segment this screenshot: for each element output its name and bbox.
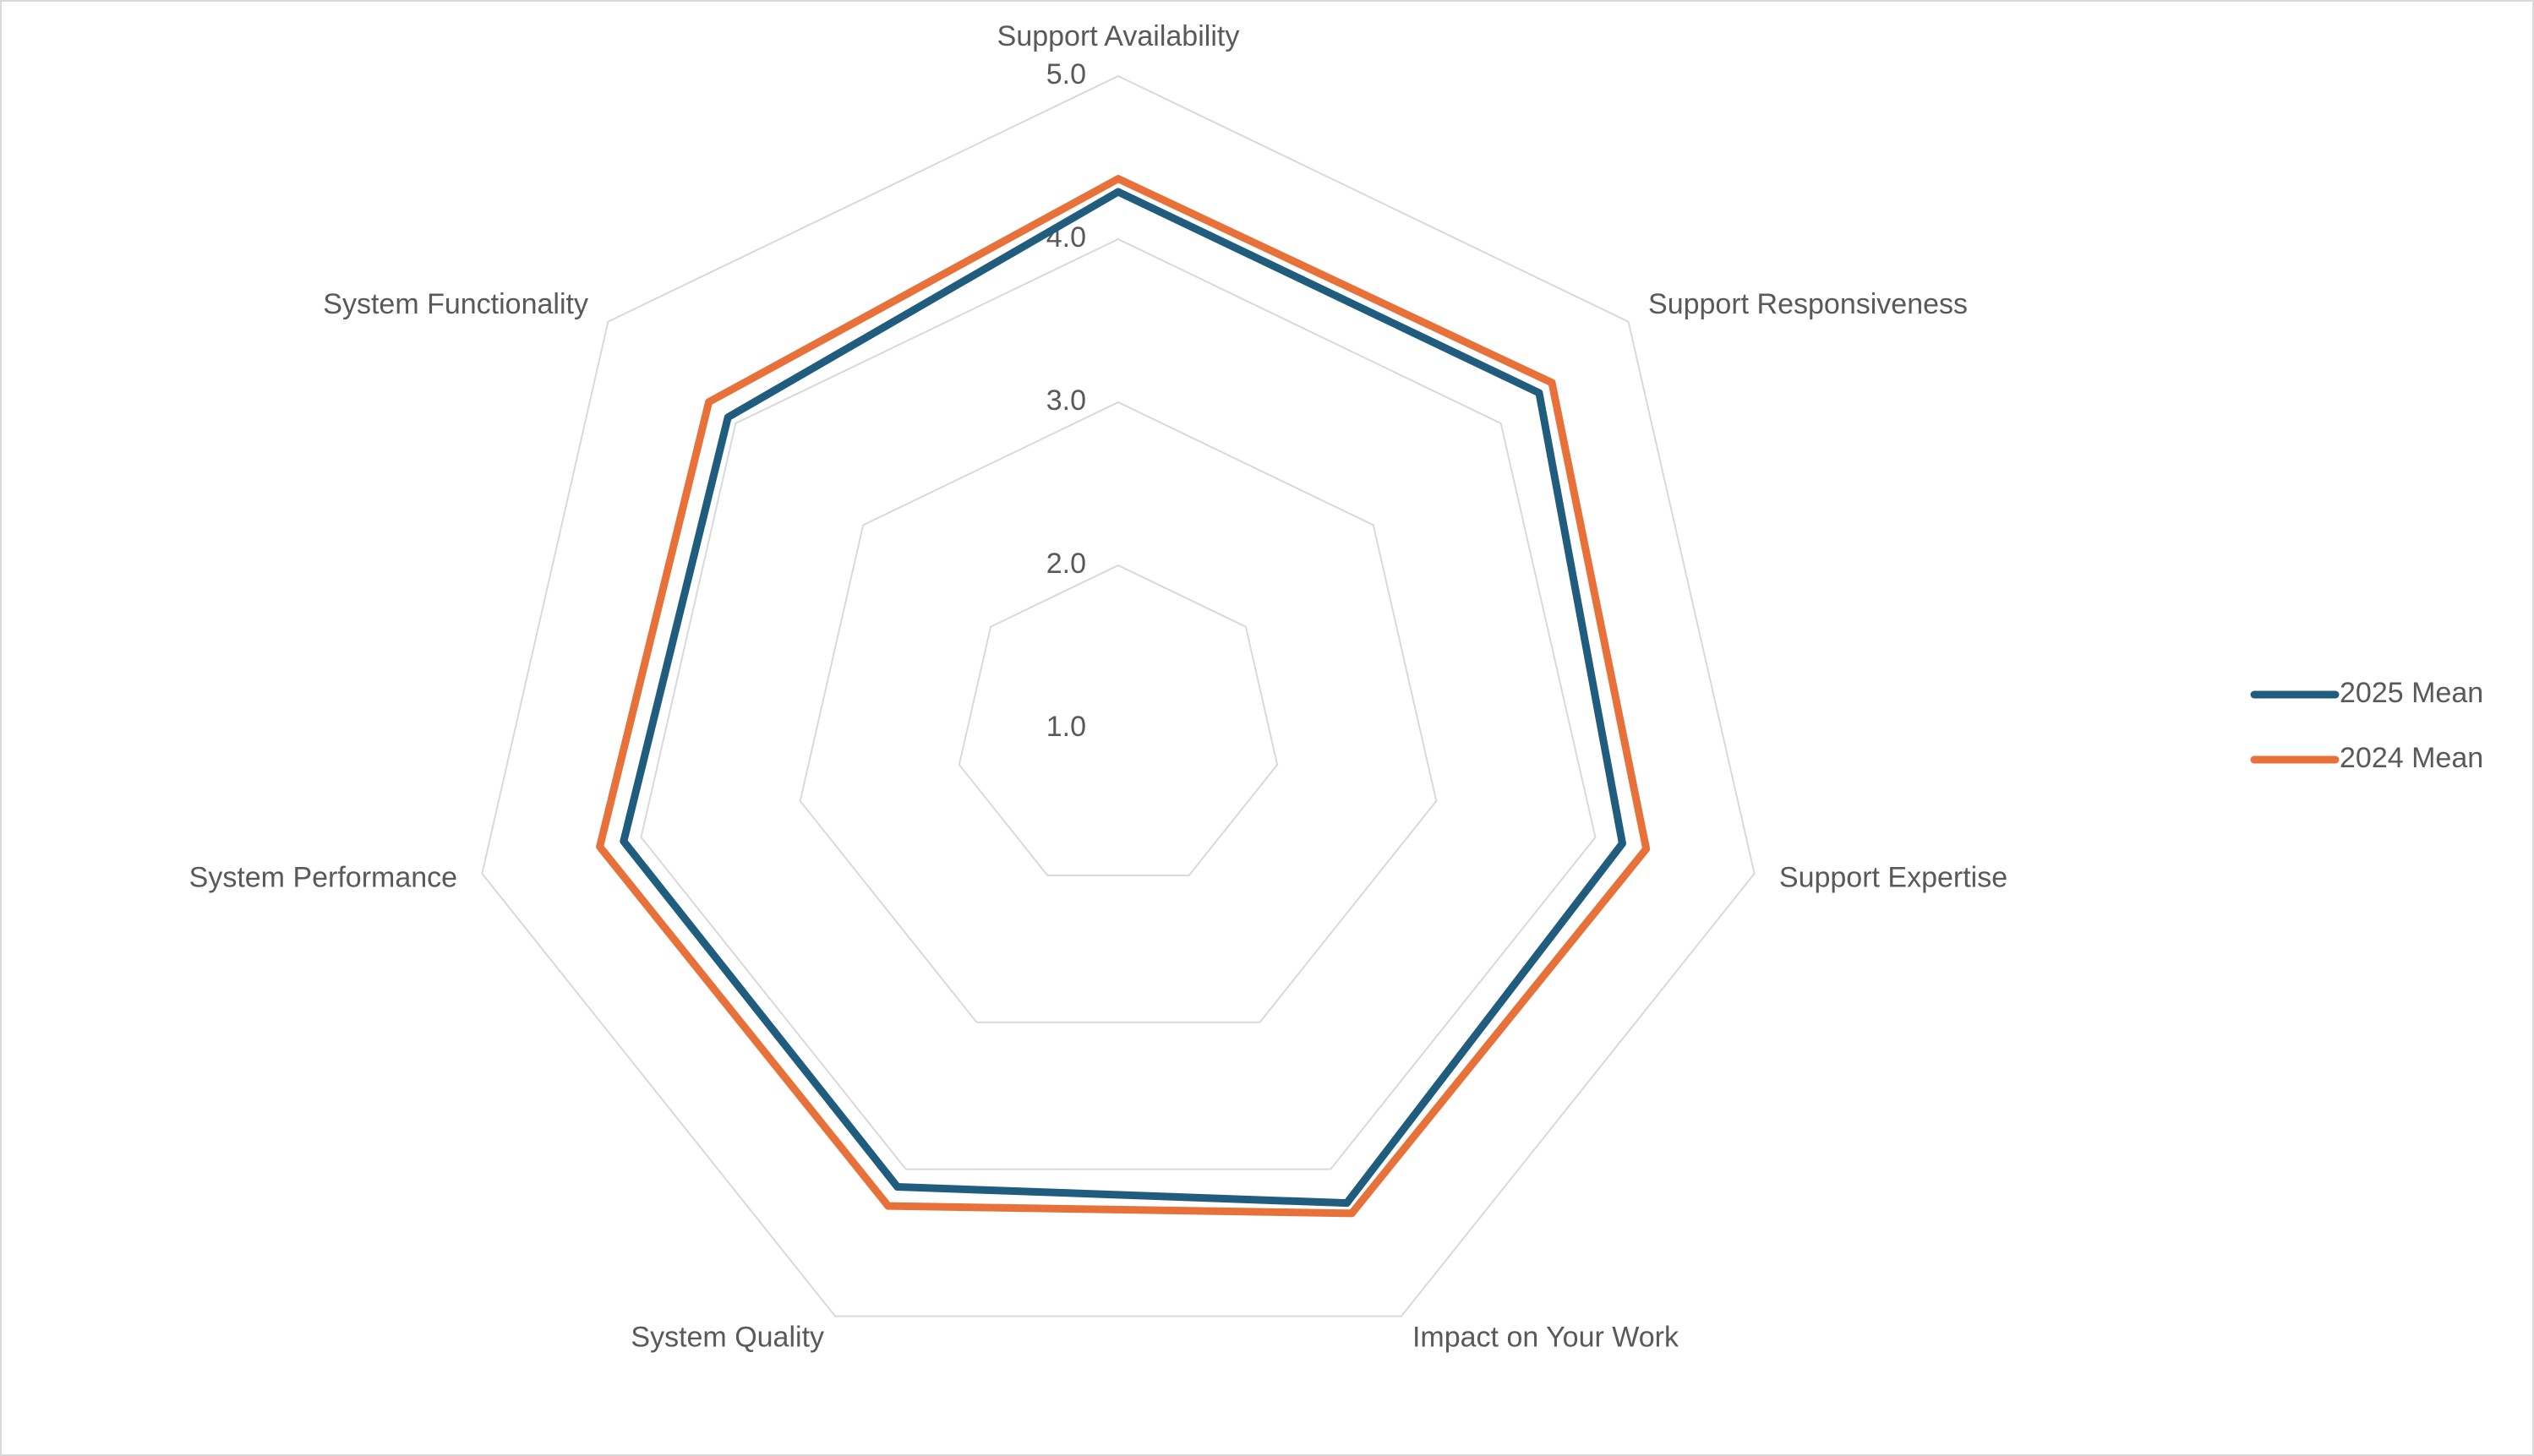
- r-tick-label: 3.0: [1046, 384, 1086, 417]
- legend-label: 2024 Mean: [2340, 742, 2483, 774]
- grid-line: [799, 401, 1438, 1023]
- legend-label: 2025 Mean: [2340, 677, 2483, 709]
- category-label: System Quality: [631, 1322, 824, 1354]
- series-line: [620, 188, 1626, 1208]
- grid-line: [640, 237, 1597, 1170]
- r-tick-label: 2.0: [1046, 548, 1086, 580]
- category-label: Support Expertise: [1779, 861, 2007, 893]
- category-label: Support Responsiveness: [1648, 288, 1968, 320]
- category-label: System Functionality: [323, 288, 588, 320]
- category-label: Support Availability: [997, 20, 1240, 52]
- grid-line: [481, 74, 1756, 1317]
- series-line: [596, 175, 1651, 1218]
- category-label: System Performance: [189, 861, 457, 893]
- r-tick-label: 5.0: [1046, 58, 1086, 90]
- category-label: Impact on Your Work: [1412, 1322, 1679, 1354]
- r-tick-label: 1.0: [1046, 711, 1086, 743]
- grid-line: [958, 564, 1279, 876]
